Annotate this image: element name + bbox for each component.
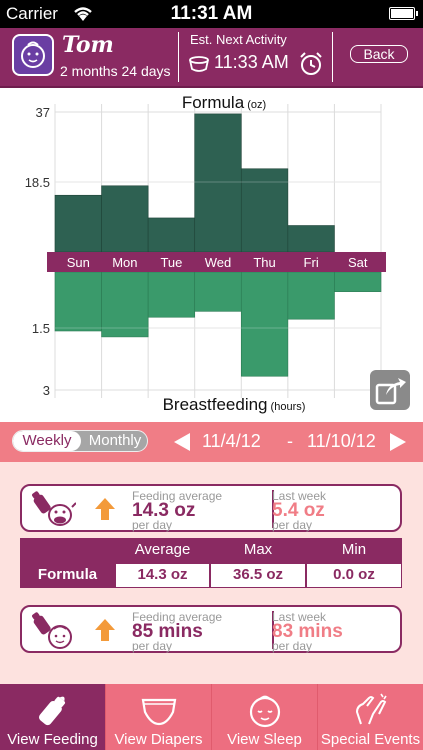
monthly-option[interactable]: Monthly <box>88 432 142 449</box>
status-bar: Carrier 11:31 AM <box>0 0 423 28</box>
formula-bar <box>240 168 289 253</box>
tab-view-sleep[interactable]: View Sleep <box>212 684 318 750</box>
bottom-chart-title: Breastfeeding (hours) <box>163 395 306 414</box>
share-icon <box>375 378 406 405</box>
tab-label: View Diapers <box>114 731 203 748</box>
formula-bar <box>287 225 335 253</box>
baby-name: Tom <box>62 32 114 58</box>
trend-up-arrow-icon <box>94 496 116 527</box>
breastfeeding-bar <box>194 271 242 312</box>
feeding-chart-svg: 37 18.5 1.5 3 Sun Mon Tue Wed Thu Fri Sat Formula (… <box>25 93 386 414</box>
stats-max-value: 36.5 oz <box>210 563 306 588</box>
breastfeeding-bar <box>240 271 289 377</box>
breastfeeding-bar <box>147 271 196 318</box>
x-tick-label: Tue <box>160 255 182 270</box>
sleep-face-icon <box>245 690 285 735</box>
x-tick-label: Thu <box>253 255 275 270</box>
prev-period-arrow-icon[interactable] <box>174 433 190 451</box>
date-end: 11/10/12 <box>307 431 376 451</box>
hands-icon <box>351 690 391 735</box>
stats-header-min: Min <box>306 538 402 563</box>
stats-corner <box>20 538 115 563</box>
y-tick-label: 1.5 <box>32 321 50 336</box>
share-button[interactable] <box>370 370 410 410</box>
back-button[interactable]: Back <box>350 45 408 63</box>
carrier-label: Carrier <box>6 4 58 23</box>
header-divider <box>178 32 179 82</box>
breastfeeding-bar <box>54 271 102 332</box>
card-divider <box>272 611 274 649</box>
formula-bar <box>147 217 196 253</box>
feeding-average-unit: per day <box>132 639 173 653</box>
x-tick-label: Wed <box>205 255 232 270</box>
last-week-label: Last week <box>272 489 327 503</box>
stats-row-label: Formula <box>20 563 115 588</box>
bottle-cow-icon <box>30 489 77 529</box>
est-next-activity-time: 11:33 AM <box>214 52 289 72</box>
last-week-value: 5.4 oz <box>272 500 325 521</box>
date-start: 11/4/12 <box>202 431 261 451</box>
next-period-arrow-icon[interactable] <box>390 433 406 451</box>
app-header: Tom 2 months 24 days Est. Next Activity … <box>0 28 423 88</box>
formula-summary-card: Feeding average 14.3 oz per day Last wee… <box>20 484 402 532</box>
x-tick-label: Fri <box>304 255 319 270</box>
feeding-chart: 37 18.5 1.5 3 Sun Mon Tue Wed Thu Fri Sat Formula (… <box>0 90 423 422</box>
last-week-unit: per day <box>272 639 313 653</box>
weekly-option[interactable]: Weekly <box>13 431 81 451</box>
feeding-average-value: 14.3 oz <box>132 500 196 521</box>
breastfeeding-summary-card: Feeding average 85 mins per day Last wee… <box>20 605 402 653</box>
x-tick-label: Sat <box>348 255 368 270</box>
y-tick-label: 37 <box>36 105 50 120</box>
trend-up-arrow-icon <box>94 617 116 648</box>
formula-bar <box>54 194 102 253</box>
tab-label: Special Events <box>320 731 421 748</box>
bottle-icon <box>33 690 73 735</box>
battery-icon <box>389 7 418 20</box>
tab-bar: View Feeding View Diapers View Sleep <box>0 684 423 750</box>
header-divider <box>332 32 333 82</box>
stats-header-max: Max <box>210 538 306 563</box>
tab-view-diapers[interactable]: View Diapers <box>106 684 212 750</box>
bowl-icon <box>188 54 210 79</box>
est-next-activity-label: Est. Next Activity <box>190 32 287 47</box>
x-tick-label: Sun <box>67 255 90 270</box>
baby-age: 2 months 24 days <box>60 63 171 79</box>
day-band <box>47 252 386 272</box>
top-chart-title: Formula (oz) <box>182 93 266 112</box>
y-tick-label: 18.5 <box>25 175 50 190</box>
stats-average-value: 14.3 oz <box>115 563 210 588</box>
last-week-label: Last week <box>272 610 327 624</box>
feeding-average-unit: per day <box>132 518 173 532</box>
tab-label: View Sleep <box>227 731 302 748</box>
period-toggle[interactable]: Weekly Monthly <box>12 430 148 452</box>
formula-bar <box>194 113 242 253</box>
breastfeeding-bar <box>101 271 149 338</box>
card-divider <box>272 490 274 528</box>
stats-header-average: Average <box>115 538 210 563</box>
formula-stats-table: Average Max Min Formula 14.3 oz 36.5 oz … <box>20 538 402 588</box>
tab-label: View Feeding <box>7 731 98 748</box>
last-week-value: 83 mins <box>272 621 343 642</box>
x-tick-label: Mon <box>112 255 137 270</box>
period-control-bar: Weekly Monthly 11/4/12 - 11/10/12 <box>0 422 423 462</box>
y-tick-label: 3 <box>43 383 50 398</box>
baby-avatar-icon[interactable] <box>12 34 54 76</box>
stats-min-value: 0.0 oz <box>306 563 402 588</box>
wifi-icon <box>72 3 94 28</box>
alarm-clock-icon <box>298 51 324 82</box>
clock-time: 11:31 AM <box>170 3 253 24</box>
breastfeeding-bar <box>334 271 382 292</box>
bottle-baby-icon <box>30 610 76 650</box>
tab-view-feeding[interactable]: View Feeding <box>0 684 106 750</box>
formula-bar <box>101 185 149 253</box>
last-week-unit: per day <box>272 518 313 532</box>
feeding-average-label: Feeding average <box>132 489 223 503</box>
breastfeeding-bar <box>287 271 335 320</box>
date-separator: - <box>287 431 293 451</box>
summary-panel: Feeding average 14.3 oz per day Last wee… <box>0 462 423 684</box>
tab-special-events[interactable]: Special Events <box>318 684 423 750</box>
feeding-average-label: Feeding average <box>132 610 223 624</box>
diaper-icon <box>139 690 179 735</box>
feeding-average-value: 85 mins <box>132 621 203 642</box>
